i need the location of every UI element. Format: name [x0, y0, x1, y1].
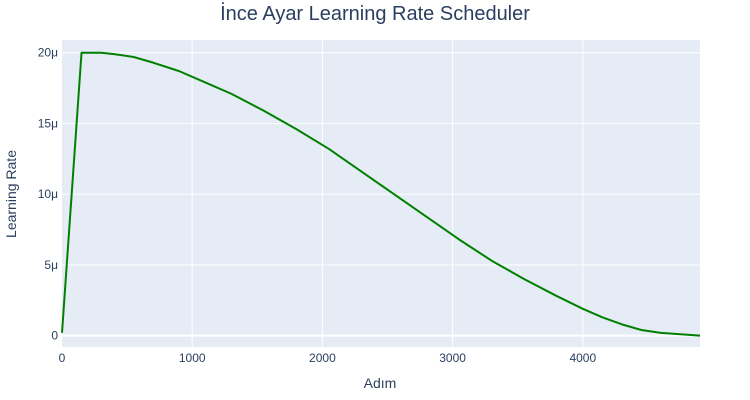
y-tick-label: 5μ	[44, 258, 58, 272]
y-tick-label: 15μ	[38, 116, 58, 130]
x-tick-label: 3000	[439, 351, 466, 365]
series-line	[61, 51, 701, 337]
x-tick-label: 0	[59, 351, 66, 365]
y-gridlines	[62, 52, 700, 337]
x-gridlines	[191, 40, 584, 347]
x-tick-labels: 0 1000 2000 3000 4000	[59, 351, 597, 365]
y-tick-label: 10μ	[38, 187, 58, 201]
series-layer	[61, 51, 701, 337]
x-tick-label: 4000	[569, 351, 596, 365]
y-tick-label: 20μ	[38, 46, 58, 60]
x-tick-label: 1000	[179, 351, 206, 365]
y-tick-labels: 0 5μ 10μ 15μ 20μ	[38, 46, 59, 343]
y-tick-label: 0	[51, 329, 58, 343]
x-axis-label: Adım	[364, 375, 397, 391]
y-axis-label: Learning Rate	[3, 150, 19, 238]
x-tick-label: 2000	[309, 351, 336, 365]
chart-title: İnce Ayar Learning Rate Scheduler	[220, 2, 530, 25]
plot-background	[62, 40, 700, 347]
